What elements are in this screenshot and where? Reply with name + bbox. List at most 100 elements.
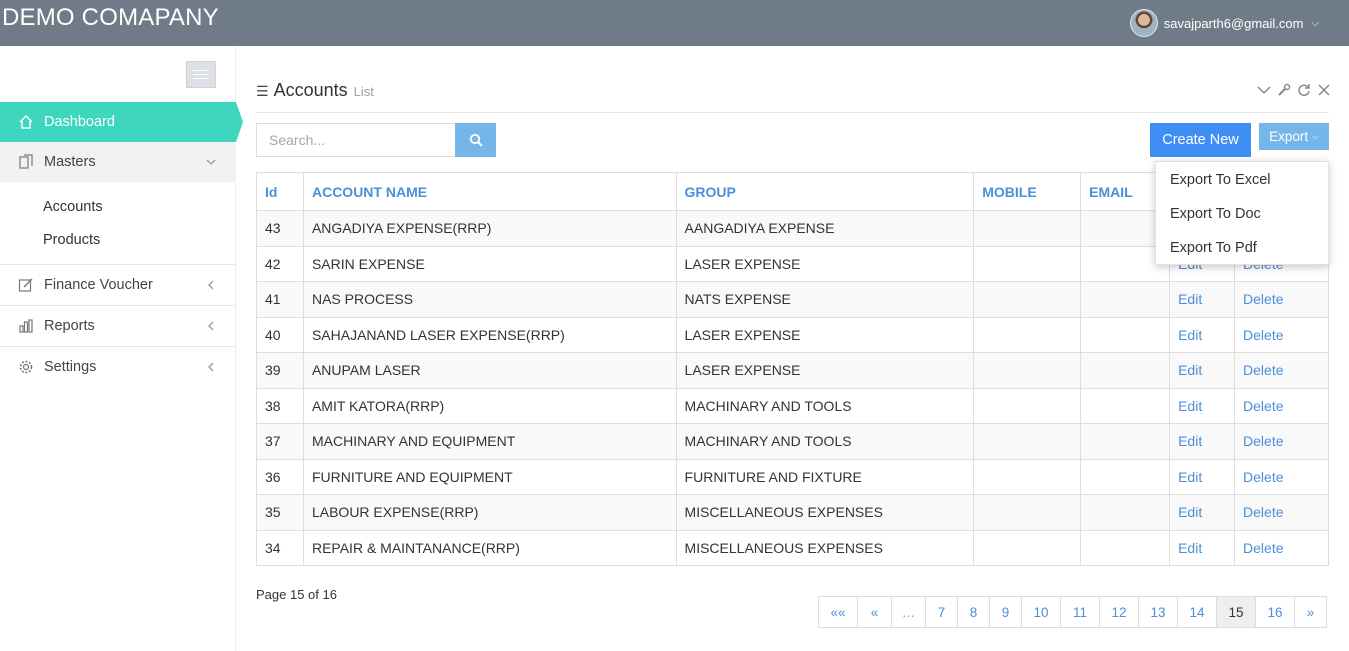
cell-id: 38 [256, 387, 304, 424]
delete-link[interactable]: Delete [1234, 529, 1329, 566]
delete-link[interactable]: Delete [1234, 352, 1329, 389]
cell-group: MISCELLANEOUS EXPENSES [675, 494, 975, 531]
page-11-button[interactable]: 11 [1060, 596, 1100, 628]
sidebar-item-finance-voucher[interactable]: Finance Voucher [0, 265, 236, 305]
cell-account-name: REPAIR & MAINTANANCE(RRP) [302, 529, 677, 566]
delete-link[interactable]: Delete [1234, 423, 1329, 460]
user-menu[interactable]: savajparth6@gmail.com ⌵ [1129, 9, 1319, 37]
avatar [1129, 9, 1158, 37]
sidebar-item-label: Finance Voucher [44, 277, 153, 293]
sidebar-item-dashboard[interactable]: Dashboard [0, 102, 243, 142]
cell-account-name: ANUPAM LASER [302, 352, 677, 389]
cell-group: NATS EXPENSE [675, 281, 975, 318]
search-icon [469, 133, 483, 147]
refresh-icon[interactable] [1297, 83, 1311, 101]
edit-link[interactable]: Edit [1169, 316, 1236, 353]
page-7-button[interactable]: 7 [925, 596, 958, 628]
cell-mobile [973, 281, 1082, 318]
delete-link[interactable]: Delete [1234, 281, 1329, 318]
sidebar-item-label: Settings [44, 359, 97, 375]
delete-link[interactable]: Delete [1234, 316, 1329, 353]
sidebar-item-settings[interactable]: Settings [0, 347, 236, 387]
table-row: 40 SAHAJANAND LASER EXPENSE(RRP) LASER EXP… [256, 316, 1329, 353]
export-doc-item[interactable]: Export To Doc [1170, 206, 1261, 222]
cell-mobile [973, 316, 1082, 353]
sidebar-item-reports[interactable]: Reports [0, 306, 236, 346]
column-header-account-name[interactable]: ACCOUNT NAME [302, 172, 677, 211]
list-icon: ☰ [256, 83, 269, 99]
cell-email [1080, 352, 1171, 389]
cell-account-name: NAS PROCESS [302, 281, 677, 318]
cell-group: LASER EXPENSE [675, 245, 975, 282]
cell-id: 36 [256, 458, 304, 495]
page-10-button[interactable]: 10 [1021, 596, 1061, 628]
export-button[interactable]: Export ⌵ [1259, 123, 1329, 150]
cell-account-name: MACHINARY AND EQUIPMENT [302, 423, 677, 460]
cell-mobile [973, 387, 1082, 424]
bar-chart-icon [18, 318, 34, 334]
create-new-button[interactable]: Create New [1150, 123, 1251, 157]
table-row: 36 FURNITURE AND EQUIPMENT FURNITURE AND F… [256, 458, 1329, 495]
page-12-button[interactable]: 12 [1099, 596, 1139, 628]
edit-link[interactable]: Edit [1169, 529, 1236, 566]
page-15-button[interactable]: 15 [1216, 596, 1256, 628]
edit-link[interactable]: Edit [1169, 458, 1236, 495]
cell-mobile [973, 245, 1082, 282]
edit-link[interactable]: Edit [1169, 352, 1236, 389]
next-page-button[interactable]: » [1294, 596, 1327, 628]
chevron-down-icon [206, 154, 216, 170]
column-header-id[interactable]: Id [256, 172, 304, 211]
column-header-group[interactable]: GROUP [675, 172, 975, 211]
export-excel-item[interactable]: Export To Excel [1170, 172, 1271, 188]
cell-email [1080, 529, 1171, 566]
user-email: savajparth6@gmail.com [1163, 15, 1304, 31]
edit-icon [18, 277, 34, 293]
delete-link[interactable]: Delete [1234, 458, 1329, 495]
cell-group: AANGADIYA EXPENSE [675, 210, 975, 247]
edit-link[interactable]: Edit [1169, 423, 1236, 460]
prev-page-button[interactable]: « [857, 596, 892, 628]
sidebar-subitem-products[interactable]: Products [43, 232, 101, 248]
chevron-down-icon: ⌵ [1311, 17, 1319, 29]
sidebar-item-masters[interactable]: Masters [0, 142, 236, 182]
cell-mobile [973, 529, 1082, 566]
sidebar-item-label: Masters [44, 154, 96, 170]
top-bar: DEMO COMAPANY savajparth6@gmail.com ⌵ [0, 0, 1349, 46]
page-16-button[interactable]: 16 [1255, 596, 1295, 628]
close-icon[interactable] [1317, 83, 1331, 101]
export-pdf-item[interactable]: Export To Pdf [1170, 240, 1257, 256]
cell-mobile [973, 423, 1082, 460]
first-page-button[interactable]: «« [818, 596, 858, 628]
page-13-button[interactable]: 13 [1138, 596, 1178, 628]
search-input[interactable] [256, 123, 456, 157]
edit-link[interactable]: Edit [1169, 281, 1236, 318]
delete-link[interactable]: Delete [1234, 387, 1329, 424]
edit-link[interactable]: Edit [1169, 494, 1236, 531]
table-row: 35 LABOUR EXPENSE(RRP) MISCELLANEOUS EXPEN… [256, 494, 1329, 531]
sidebar-item-label: Reports [44, 318, 95, 334]
cell-id: 39 [256, 352, 304, 389]
page-14-button[interactable]: 14 [1177, 596, 1217, 628]
cell-group: MISCELLANEOUS EXPENSES [675, 529, 975, 566]
gear-icon [18, 359, 34, 375]
cell-email [1080, 423, 1171, 460]
menu-toggle-button[interactable] [186, 61, 216, 88]
page-9-button[interactable]: 9 [989, 596, 1022, 628]
delete-link[interactable]: Delete [1234, 494, 1329, 531]
search-button[interactable] [455, 123, 496, 157]
collapse-icon[interactable] [1257, 83, 1271, 101]
page-8-button[interactable]: 8 [957, 596, 990, 628]
column-header-mobile[interactable]: MOBILE [973, 172, 1082, 211]
divider [0, 305, 236, 306]
sidebar-subitem-accounts[interactable]: Accounts [43, 199, 103, 215]
cell-account-name: SAHAJANAND LASER EXPENSE(RRP) [302, 316, 677, 353]
home-icon [18, 114, 34, 130]
edit-link[interactable]: Edit [1169, 387, 1236, 424]
cell-id: 43 [256, 210, 304, 247]
page-title-text: Accounts [273, 80, 348, 100]
wrench-icon[interactable] [1277, 83, 1291, 101]
copy-icon [18, 154, 34, 170]
cell-id: 37 [256, 423, 304, 460]
cell-id: 40 [256, 316, 304, 353]
sidebar-item-label: Dashboard [44, 114, 115, 130]
